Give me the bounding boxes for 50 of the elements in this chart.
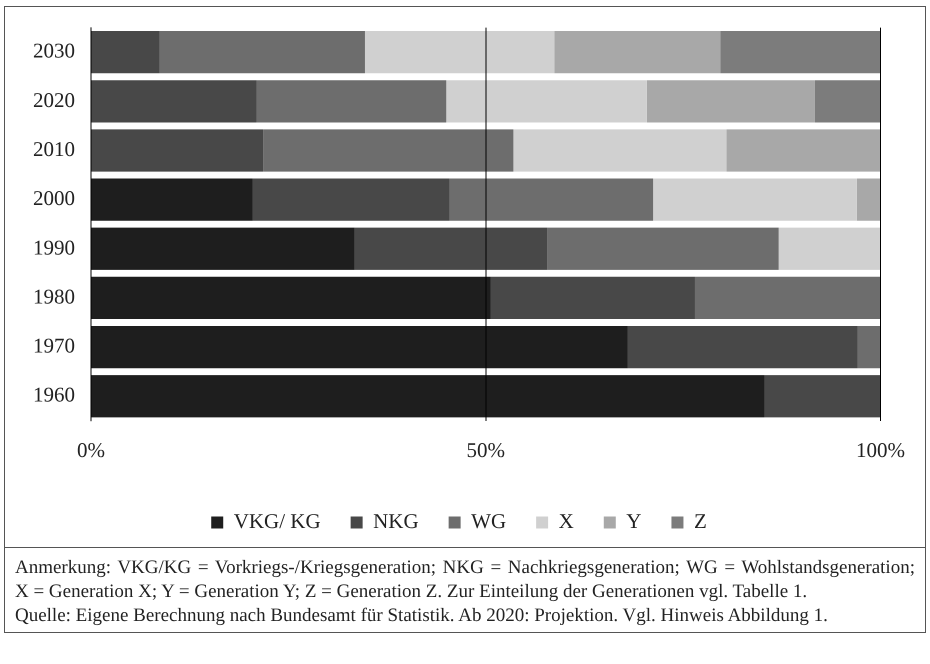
bar bbox=[263, 129, 514, 172]
legend-label: VKG/ KG bbox=[234, 509, 321, 534]
text: Anmerkung: VKG/KG = Vorkriegs-/Kriegsgeneration; NKG = Nachkriegsgeneration; WG = Wohlstandsgeneration; X = Generation X; Y = Generation Y; Z = Generation Z. Zur Einteilung der Generationen vgl. Tabelle 1. bbox=[15, 556, 915, 604]
bar bbox=[252, 178, 450, 221]
bar bbox=[256, 80, 446, 122]
y-tick-label: 2030 bbox=[33, 38, 75, 63]
bar bbox=[720, 31, 881, 74]
legend-label: X bbox=[558, 509, 574, 534]
bar bbox=[726, 129, 881, 172]
bar bbox=[858, 326, 881, 368]
bar bbox=[653, 178, 857, 221]
bar bbox=[547, 228, 779, 270]
bar bbox=[92, 178, 253, 221]
x-tick-label: 100% bbox=[856, 438, 906, 462]
bar bbox=[764, 375, 881, 418]
bar bbox=[449, 178, 654, 221]
bar bbox=[814, 80, 881, 122]
y-tick-label: 2000 bbox=[33, 186, 75, 210]
y-tick-label: 1980 bbox=[33, 284, 75, 308]
y-tick-label: 2010 bbox=[33, 136, 75, 161]
bar bbox=[364, 31, 554, 74]
legend-label: NKG bbox=[373, 509, 419, 534]
bar bbox=[92, 326, 628, 368]
bar bbox=[446, 80, 647, 122]
x-tick-label: 0% bbox=[77, 438, 105, 462]
y-tick-label: 1990 bbox=[33, 235, 75, 260]
bar bbox=[354, 228, 548, 270]
y-tick-label: 1970 bbox=[33, 334, 75, 358]
bar bbox=[628, 326, 858, 368]
bar bbox=[554, 31, 720, 74]
x-tick-label: 50% bbox=[466, 438, 505, 462]
bar bbox=[646, 80, 815, 122]
bar bbox=[778, 228, 881, 270]
bar bbox=[160, 31, 365, 74]
bar bbox=[92, 228, 355, 270]
bar bbox=[490, 276, 695, 320]
bar bbox=[92, 375, 764, 418]
y-tick-label: 1960 bbox=[33, 382, 75, 407]
bar bbox=[92, 80, 257, 122]
bar bbox=[92, 31, 160, 74]
bar bbox=[694, 276, 881, 320]
bar bbox=[513, 129, 727, 172]
legend-label: Z bbox=[694, 509, 707, 534]
legend-label: WG bbox=[471, 509, 506, 534]
bar bbox=[92, 276, 490, 320]
bar bbox=[92, 129, 264, 172]
bar bbox=[856, 178, 881, 221]
y-tick-label: 2020 bbox=[33, 88, 75, 112]
legend-label: Y bbox=[626, 509, 642, 534]
source-note: Quelle: Eigene Berechnung nach Bundesamt für Statistik. Ab 2020: Projektion. Vgl. Hinweis Abbildung 1. bbox=[15, 604, 829, 628]
